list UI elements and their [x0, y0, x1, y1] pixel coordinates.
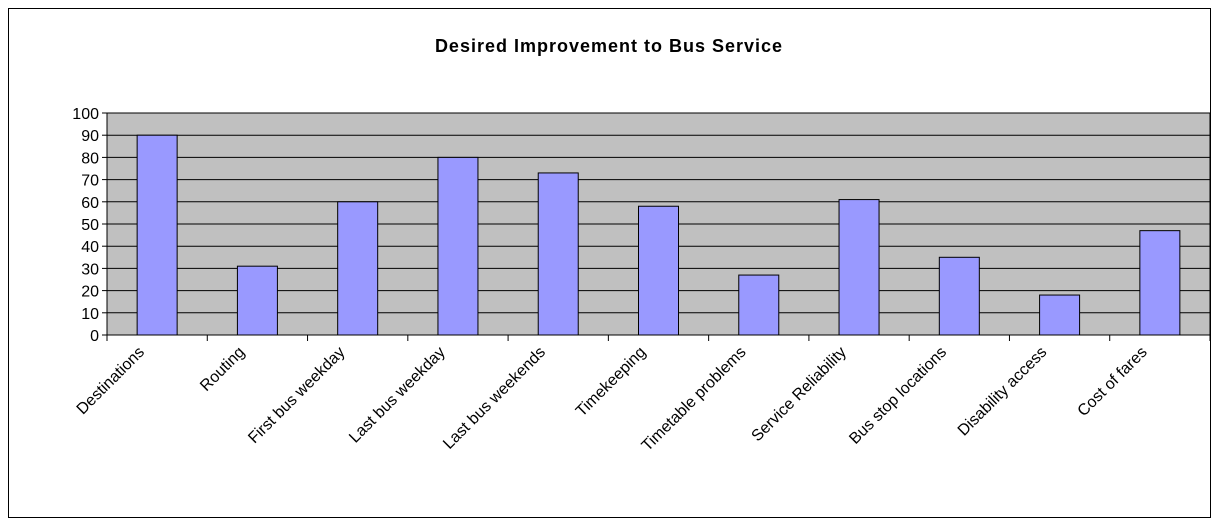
- y-tick-label: 0: [90, 328, 99, 345]
- y-tick-label: 80: [81, 150, 99, 167]
- bar: [537, 172, 579, 336]
- bar: [1039, 294, 1081, 336]
- bar: [437, 156, 479, 336]
- bar: [638, 205, 679, 336]
- y-tick-label: 70: [81, 173, 99, 190]
- y-tick-label: 30: [81, 261, 99, 278]
- bar: [938, 256, 980, 336]
- chart-title: Desired Improvement to Bus Service: [435, 36, 783, 56]
- y-tick-label: 100: [72, 106, 99, 123]
- y-tick-label: 60: [81, 195, 99, 212]
- y-tick-label: 50: [81, 217, 99, 234]
- bar: [838, 199, 880, 336]
- y-tick-label: 40: [81, 239, 99, 256]
- bar: [1139, 230, 1181, 336]
- bar: [337, 201, 379, 336]
- bar: [236, 265, 278, 336]
- bar: [738, 274, 780, 336]
- bar: [136, 134, 178, 336]
- y-tick-label: 90: [81, 128, 99, 145]
- y-tick-label: 10: [81, 306, 99, 323]
- y-tick-label: 20: [81, 284, 99, 301]
